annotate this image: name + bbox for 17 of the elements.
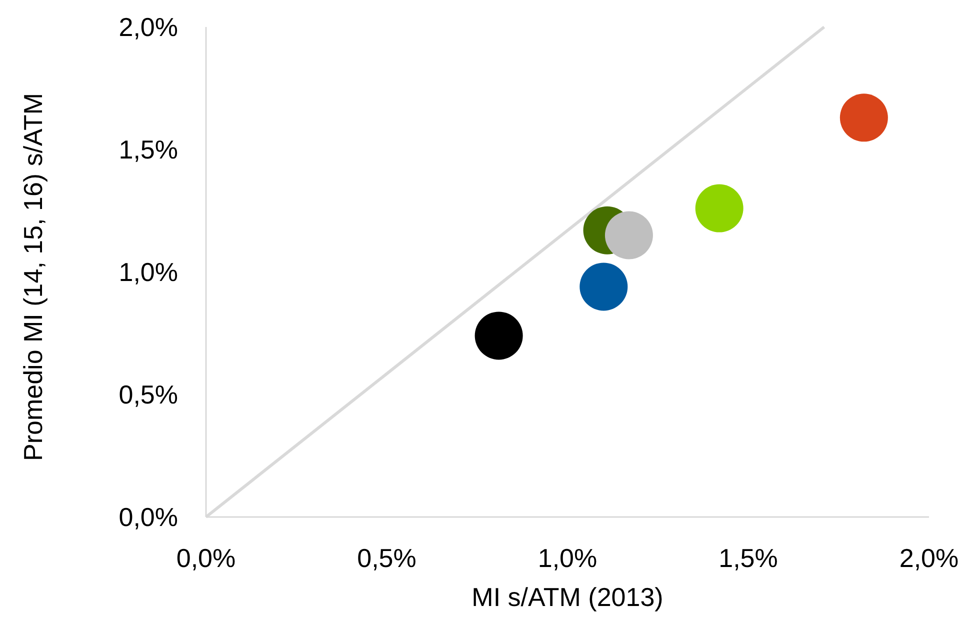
point [840,94,888,142]
y-tick-label: 0,0% [118,502,178,532]
point [580,262,628,311]
x-tick-label: 1,0% [538,543,598,573]
y-tick-label: 0,5% [118,380,178,410]
x-tick-label: 2,0% [899,543,959,573]
y-tick-label: 1,0% [118,257,178,287]
x-axis-title: MI s/ATM (2013) [472,582,664,612]
y-tick-label: 2,0% [118,12,178,42]
y-tick-label: 1,5% [118,134,178,164]
point [695,184,744,232]
y-axis-title: Promedio MI (14, 15, 16) s/ATM [18,93,48,461]
point [604,211,653,260]
x-tick-label: 0,0% [176,543,236,573]
x-tick-label: 1,5% [718,543,778,573]
x-tick-label: 0,5% [357,543,416,573]
point [474,312,523,360]
